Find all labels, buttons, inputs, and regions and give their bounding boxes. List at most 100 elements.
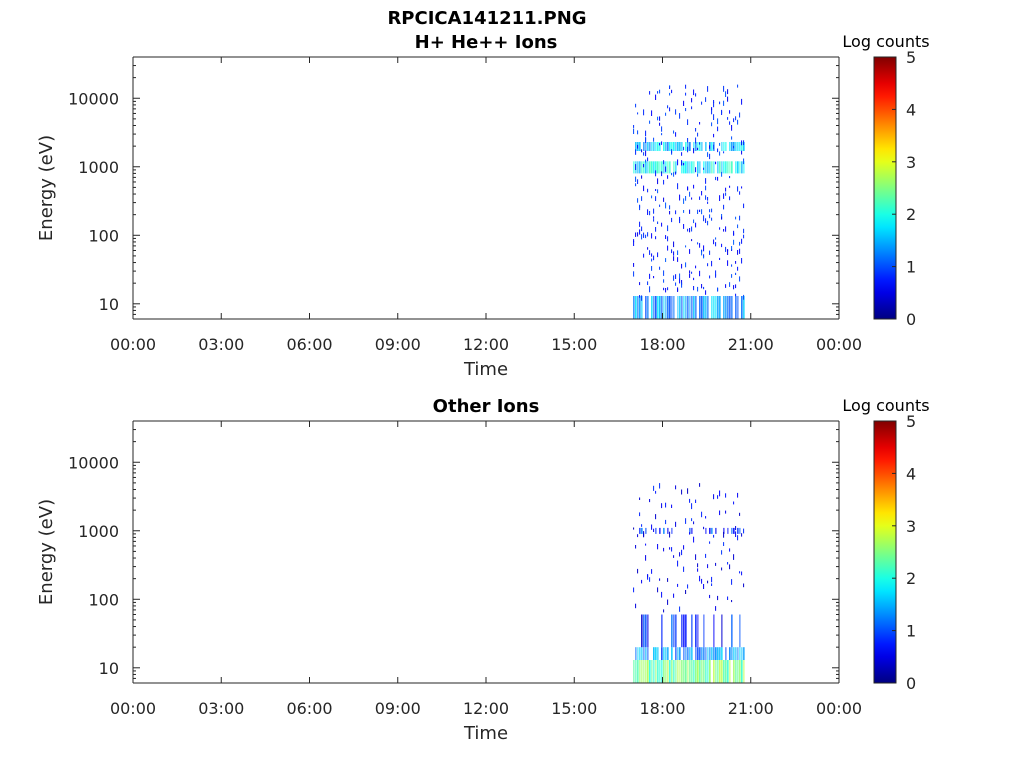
count-cell [689, 270, 691, 274]
count-cell [647, 157, 649, 162]
count-cell [643, 109, 645, 116]
count-cell [709, 145, 711, 149]
count-cell [731, 246, 733, 251]
count-cell [645, 543, 647, 546]
count-cell [693, 536, 695, 543]
count-cell [737, 186, 739, 192]
count-cell [705, 195, 707, 200]
count-cell [701, 284, 703, 289]
count-cell [709, 214, 711, 219]
count-cell [639, 282, 641, 286]
count-cell [659, 578, 661, 581]
count-cell [723, 161, 725, 174]
count-cell [693, 660, 695, 683]
count-cell [707, 564, 709, 569]
count-cell [703, 614, 705, 648]
x-tick-label: 09:00 [375, 335, 421, 354]
count-cell [691, 296, 693, 319]
count-cell [733, 527, 735, 534]
count-cell [661, 614, 663, 648]
count-cell [733, 285, 735, 290]
count-cell [657, 252, 659, 258]
count-cell [705, 660, 707, 683]
count-cell [691, 647, 693, 660]
count-cell [637, 647, 639, 660]
count-cell [675, 614, 677, 648]
count-cell [645, 137, 647, 142]
count-cell [671, 249, 673, 254]
count-cell [707, 263, 709, 267]
count-cell [649, 250, 651, 255]
count-cell [681, 280, 683, 285]
count-cell [637, 232, 639, 237]
count-cell [645, 161, 647, 174]
count-cell [695, 614, 697, 648]
count-cell [661, 647, 663, 660]
count-cell [643, 142, 645, 151]
count-cell [691, 98, 693, 103]
count-cell [635, 103, 637, 108]
count-cell [653, 255, 655, 261]
count-cell [683, 660, 685, 683]
count-cell [715, 274, 717, 278]
count-cell [729, 196, 731, 201]
count-cell [645, 614, 647, 648]
count-cell [633, 527, 635, 530]
count-cell [727, 260, 729, 266]
count-cell [689, 249, 691, 254]
count-cell [711, 527, 713, 534]
count-cell [709, 250, 711, 255]
count-cell [665, 296, 667, 319]
count-cell [739, 241, 741, 246]
count-cell [683, 296, 685, 319]
count-cell [663, 296, 665, 319]
count-cell [731, 647, 733, 660]
count-cell [717, 296, 719, 319]
count-cell [719, 660, 721, 683]
count-cell [721, 647, 723, 660]
count-cell [647, 296, 649, 319]
count-cell [725, 493, 727, 498]
count-cell [663, 647, 665, 660]
count-cell [711, 217, 713, 221]
count-cell [699, 142, 701, 151]
count-cell [725, 246, 727, 252]
count-cell [729, 121, 731, 125]
count-cell [673, 660, 675, 683]
count-cell [669, 296, 671, 319]
count-cell [735, 296, 737, 319]
count-cell [673, 241, 675, 248]
count-cell [645, 555, 647, 561]
count-cell [645, 234, 647, 239]
count-cell [739, 527, 741, 534]
count-cell [691, 614, 693, 648]
count-cell [701, 296, 703, 319]
count-cell [671, 527, 673, 534]
count-cell [695, 93, 697, 97]
x-tick-label: 15:00 [551, 335, 597, 354]
count-cell [715, 161, 717, 165]
count-cell [641, 296, 643, 319]
x-tick-label: 12:00 [463, 699, 509, 718]
count-cell [645, 130, 647, 137]
count-cell [691, 527, 693, 534]
count-cell [715, 527, 717, 534]
count-cell [657, 587, 659, 593]
count-cell [735, 216, 737, 220]
count-cell [705, 97, 707, 102]
count-cell [665, 519, 667, 525]
count-cell [639, 296, 641, 319]
count-cell [723, 542, 725, 546]
count-cell [683, 146, 685, 151]
count-cell [669, 660, 671, 683]
count-cell [679, 647, 681, 660]
count-cell [691, 271, 693, 274]
count-cell [637, 112, 639, 115]
count-cell [699, 243, 701, 248]
count-cell [713, 144, 715, 150]
count-cell [641, 527, 643, 534]
count-cell [717, 660, 719, 683]
count-cell [705, 161, 707, 174]
count-cell [659, 89, 661, 94]
